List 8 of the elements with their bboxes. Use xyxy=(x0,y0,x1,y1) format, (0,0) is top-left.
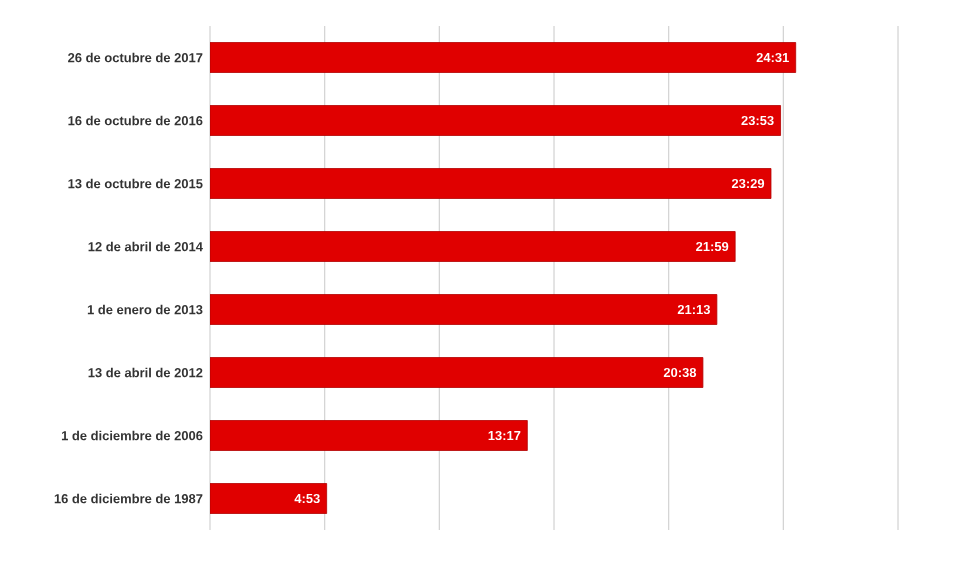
bar xyxy=(210,105,781,136)
bar xyxy=(210,168,772,199)
bar xyxy=(210,483,328,514)
bar xyxy=(210,420,528,451)
bar xyxy=(210,294,718,325)
bar xyxy=(210,42,797,73)
bar xyxy=(210,357,704,388)
bar xyxy=(210,231,736,262)
